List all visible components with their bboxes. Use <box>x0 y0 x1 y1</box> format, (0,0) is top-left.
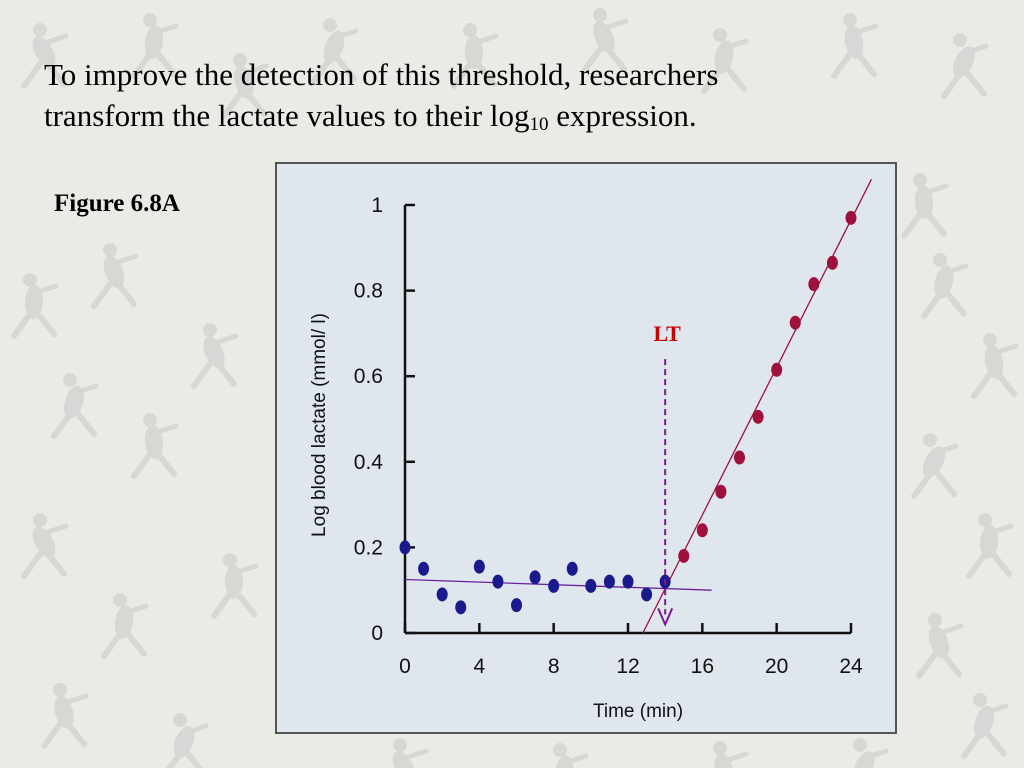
athlete-silhouette-icon <box>41 683 89 749</box>
data-point <box>529 570 541 585</box>
y-tick-label: 0 <box>371 622 383 645</box>
x-tick-label: 4 <box>473 655 485 678</box>
athlete-silhouette-icon <box>961 693 1009 759</box>
athlete-silhouette-icon <box>191 323 239 389</box>
y-tick-label: 0.4 <box>354 451 384 474</box>
athlete-silhouette-icon <box>921 253 969 319</box>
athlete-silhouette-icon <box>221 53 269 119</box>
data-point <box>641 587 653 602</box>
data-point <box>585 578 597 593</box>
data-point <box>492 574 504 589</box>
lt-label: LT <box>654 321 682 346</box>
data-point <box>473 559 485 574</box>
y-tick-label: 0.6 <box>354 365 383 388</box>
data-point <box>789 315 801 330</box>
athlete-silhouette-icon <box>166 713 209 768</box>
data-point <box>622 574 634 589</box>
athlete-silhouette-icon <box>91 243 139 309</box>
athlete-silhouette-icon <box>11 273 59 339</box>
data-point <box>511 598 522 613</box>
data-point <box>399 540 411 555</box>
data-point <box>826 255 838 270</box>
data-point <box>678 548 690 563</box>
fit-line <box>642 179 873 634</box>
y-axis-label: Log blood lactate (mmol/ l) <box>309 313 330 537</box>
chart-panel: 0 0.2 0.4 0.6 0.8 1 0 4 8 12 16 20 24 LT Log blood l… <box>275 162 897 734</box>
x-tick-label: 24 <box>839 655 863 678</box>
data-point <box>603 574 615 589</box>
athlete-silhouette-icon <box>451 23 499 89</box>
data-point <box>734 450 745 465</box>
data-point <box>771 362 783 377</box>
athlete-silhouette-icon <box>581 8 629 74</box>
figure-label: Figure 6.8A <box>54 190 180 217</box>
heading-line-2-end: expression. <box>548 98 697 133</box>
athlete-silhouette-icon <box>701 28 749 94</box>
x-tick-label: 20 <box>765 655 788 678</box>
athlete-silhouette-icon <box>392 738 429 768</box>
athlete-silhouette-icon <box>101 593 149 659</box>
athlete-silhouette-icon <box>941 33 989 99</box>
athlete-silhouette-icon <box>21 513 69 579</box>
chart-axes: 0 0.2 0.4 0.6 0.8 1 0 4 8 12 16 20 24 <box>354 194 863 678</box>
athlete-silhouette-icon <box>911 433 959 499</box>
athlete-silhouette-icon <box>131 413 179 479</box>
y-tick-label: 0.8 <box>354 280 383 303</box>
data-point <box>455 600 467 615</box>
data-point <box>418 561 430 576</box>
athlete-silhouette-icon <box>853 738 889 768</box>
lactate-chart: 0 0.2 0.4 0.6 0.8 1 0 4 8 12 16 20 24 LT Log blood l… <box>309 179 873 722</box>
athlete-silhouette-icon <box>713 741 749 768</box>
athlete-silhouette-icon <box>211 553 259 619</box>
heading-subscript: 10 <box>529 114 549 135</box>
athlete-silhouette-icon <box>901 173 949 239</box>
data-point <box>715 484 727 499</box>
data-point <box>436 587 448 602</box>
athlete-silhouette-icon <box>311 18 359 84</box>
athlete-silhouette-icon <box>971 333 1019 399</box>
lt-annotation: LT <box>654 321 682 627</box>
athlete-silhouette-icon <box>131 13 179 79</box>
athlete-silhouette-icon <box>21 23 69 89</box>
data-point <box>696 523 708 538</box>
heading-line-1: To improve the detection of this thresho… <box>44 57 719 92</box>
x-tick-label: 8 <box>548 655 560 678</box>
y-tick-label: 1 <box>371 194 383 217</box>
data-point <box>548 578 560 593</box>
x-tick-label: 0 <box>399 655 411 678</box>
data-point <box>566 561 578 576</box>
athlete-silhouette-icon <box>553 743 589 768</box>
athlete-silhouette-icon <box>916 613 964 679</box>
data-point <box>808 277 820 292</box>
x-tick-label: 12 <box>616 655 639 678</box>
athlete-silhouette-icon <box>966 513 1014 579</box>
data-point <box>752 409 764 424</box>
data-point <box>845 210 857 225</box>
lt-arrowhead <box>657 608 674 627</box>
data-points <box>399 210 857 615</box>
y-tick-label: 0.2 <box>354 536 383 559</box>
athlete-silhouette-icon <box>51 373 99 439</box>
x-tick-label: 16 <box>691 655 714 678</box>
heading-text: To improve the detection of this thresho… <box>44 54 974 136</box>
heading-line-2-start: transform the lactate values to their lo… <box>44 98 530 133</box>
athlete-silhouette-icon <box>831 13 879 79</box>
x-axis-label: Time (min) <box>593 701 683 722</box>
